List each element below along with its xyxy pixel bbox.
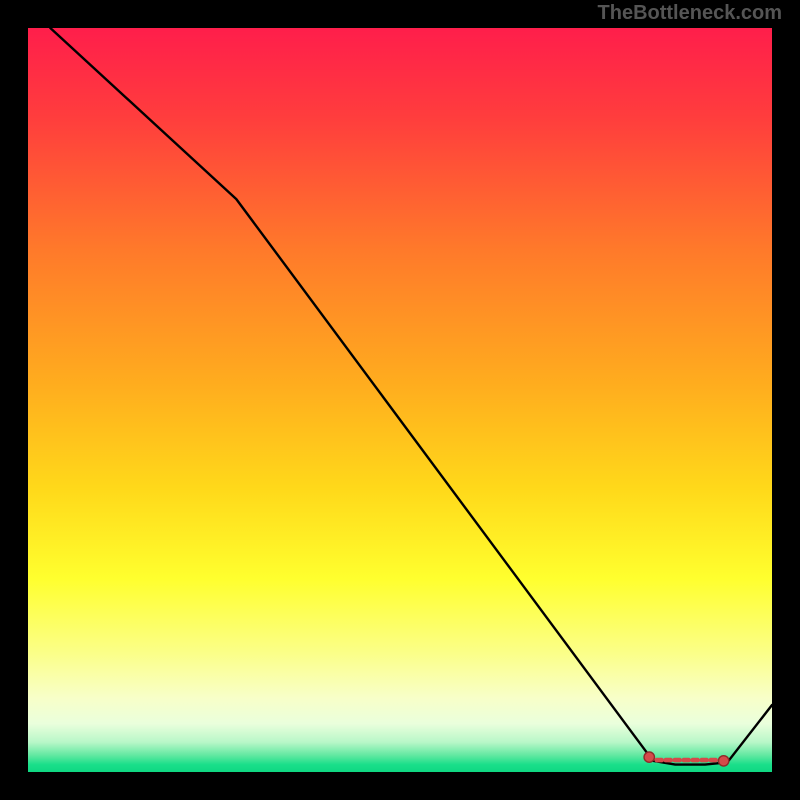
credit-label: TheBottleneck.com [598, 2, 782, 25]
chart-svg [28, 28, 772, 772]
chart-container: TheBottleneck.com [0, 0, 800, 800]
gradient-background [28, 28, 772, 772]
highlight-marker [718, 756, 728, 766]
highlight-marker [644, 752, 654, 762]
plot-area [28, 28, 772, 772]
